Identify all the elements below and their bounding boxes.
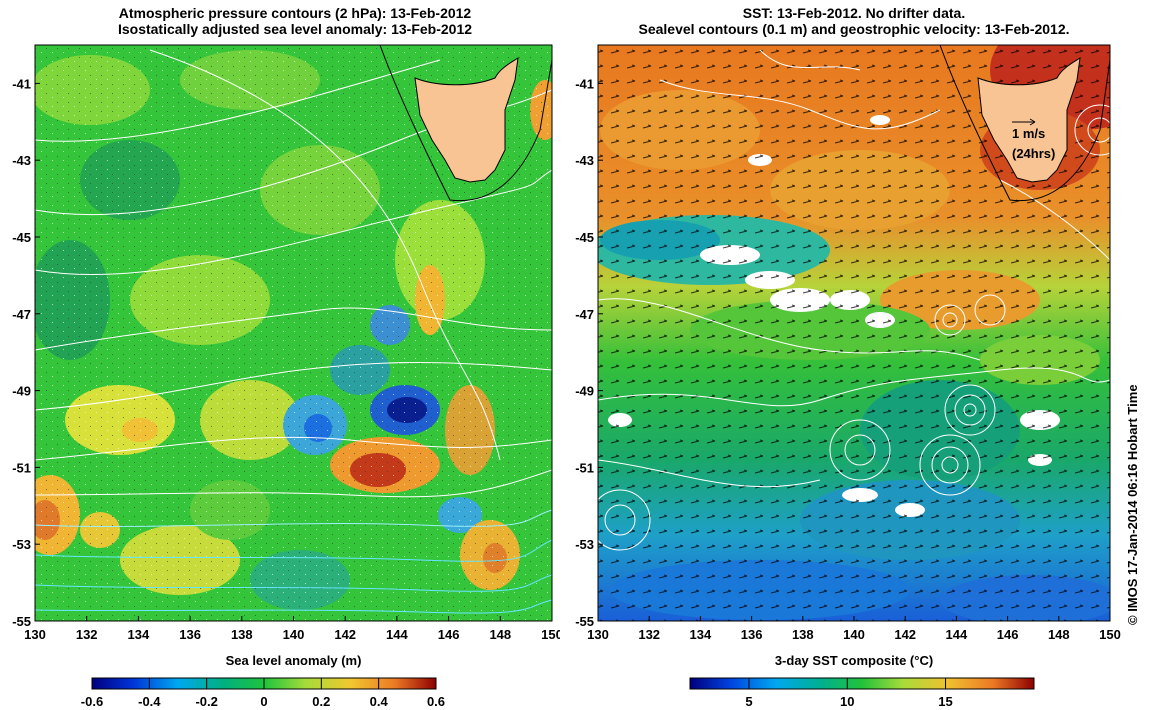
right-lat-ticks: -41 -43 -45 -47 -49 -51 -53 -55 [575, 76, 603, 629]
left-lat-tick-label: -45 [12, 230, 31, 245]
right-lon-tick-label: 146 [997, 627, 1019, 642]
tasmania-land [977, 56, 1081, 183]
left-lon-tick-label: 148 [489, 627, 511, 642]
right-lon-tick-label: 132 [638, 627, 660, 642]
left-lon-ticks: 130 132 134 136 138 140 142 144 146 148 150 [24, 616, 560, 642]
left-colorbar-tick-label: 0.6 [427, 694, 445, 709]
right-title-line1: SST: 13-Feb-2012. No drifter data. [742, 5, 966, 21]
right-lon-tick-label: 134 [690, 627, 712, 642]
right-lon-tick-label: 148 [1048, 627, 1070, 642]
left-lat-tick-label: -43 [12, 153, 31, 168]
left-lon-tick-label: 136 [179, 627, 201, 642]
left-lat-tick-label: -55 [12, 614, 31, 629]
right-colorbar-tick-label: 15 [938, 694, 952, 709]
velocity-scale-label: 1 m/s [1012, 126, 1045, 141]
right-colorbar: 5 10 15 [689, 677, 1035, 709]
right-lat-tick-label: -41 [575, 76, 594, 91]
right-lon-tick-label: 138 [792, 627, 814, 642]
left-colorbar-tick-label: 0 [260, 694, 267, 709]
left-lat-tick-label: -49 [12, 384, 31, 399]
left-colorbar-tick-label: 0.4 [370, 694, 389, 709]
left-lon-tick-label: 138 [231, 627, 253, 642]
sealevel-contours [598, 49, 1110, 551]
left-lon-tick-label: 134 [128, 627, 150, 642]
right-lon-tick-label: 150 [1099, 627, 1121, 642]
left-colorbar-label: Sea level anomaly (m) [225, 653, 362, 668]
right-colorbar-tick-label: 10 [840, 694, 854, 709]
left-lat-tick-label: -41 [12, 76, 31, 91]
left-lon-tick-label: 130 [24, 627, 46, 642]
right-title: SST: 13-Feb-2012. No drifter data. Seale… [598, 5, 1110, 37]
left-lon-tick-label: 150 [541, 627, 560, 642]
right-lon-ticks: 130 132 134 136 138 140 142 144 146 148 150 [587, 616, 1121, 642]
left-lon-tick-label: 146 [438, 627, 460, 642]
right-lon-tick-label: 140 [843, 627, 865, 642]
left-lat-tick-label: -47 [12, 307, 31, 322]
pressure-contours [35, 49, 552, 614]
left-colorbar-tick-label: -0.4 [138, 694, 161, 709]
right-lon-tick-label: 144 [946, 627, 968, 642]
right-lat-tick-label: -43 [575, 153, 594, 168]
left-colorbar-tick-label: -0.6 [81, 694, 103, 709]
left-lon-tick-label: 144 [386, 627, 408, 642]
right-lon-tick-label: 142 [894, 627, 916, 642]
velocity-scale-sub: (24hrs) [1012, 146, 1055, 161]
sst-map: 1 m/s (24hrs) -41 -43 -45 -47 -49 -51 -53 -55 1… [575, 44, 1121, 642]
right-colorbar-tick-label: 5 [745, 694, 752, 709]
velocity-scale: 1 m/s (24hrs) [1012, 118, 1055, 161]
right-lon-tick-label: 130 [587, 627, 609, 642]
left-title: Atmospheric pressure contours (2 hPa): 1… [35, 5, 555, 37]
left-title-line1: Atmospheric pressure contours (2 hPa): 1… [118, 5, 472, 21]
left-colorbar-tick-label: -0.2 [195, 694, 217, 709]
right-lat-tick-label: -55 [575, 614, 594, 629]
right-lat-tick-label: -47 [575, 307, 594, 322]
tasmania-land [414, 56, 519, 183]
right-lat-tick-label: -45 [575, 230, 594, 245]
credit-text: © IMOS 17-Jan-2014 06:16 Hobart Time [1125, 384, 1140, 625]
right-colorbar-label: 3-day SST composite (°C) [774, 653, 934, 668]
right-lat-tick-label: -49 [575, 384, 594, 399]
left-lon-tick-label: 140 [283, 627, 305, 642]
right-lon-tick-label: 136 [741, 627, 763, 642]
left-lat-ticks: -41 -43 -45 -47 -49 -51 -53 -55 [12, 76, 40, 629]
left-lat-tick-label: -53 [12, 537, 31, 552]
left-lon-tick-label: 132 [76, 627, 98, 642]
left-colorbar: -0.6 -0.4 -0.2 0 0.2 0.4 0.6 [81, 677, 445, 709]
right-lat-tick-label: -51 [575, 460, 594, 475]
sea-level-anomaly-map: -41 -43 -45 -47 -49 -51 -53 -55 130 132 134 136 138… [12, 44, 560, 642]
right-lat-tick-label: -53 [575, 537, 594, 552]
left-colorbar-tick-label: 0.2 [312, 694, 330, 709]
left-lat-tick-label: -51 [12, 460, 31, 475]
right-title-line2: Sealevel contours (0.1 m) and geostrophi… [638, 21, 1070, 37]
left-title-line2: Isostatically adjusted sea level anomaly… [117, 21, 473, 37]
left-lon-tick-label: 142 [334, 627, 356, 642]
